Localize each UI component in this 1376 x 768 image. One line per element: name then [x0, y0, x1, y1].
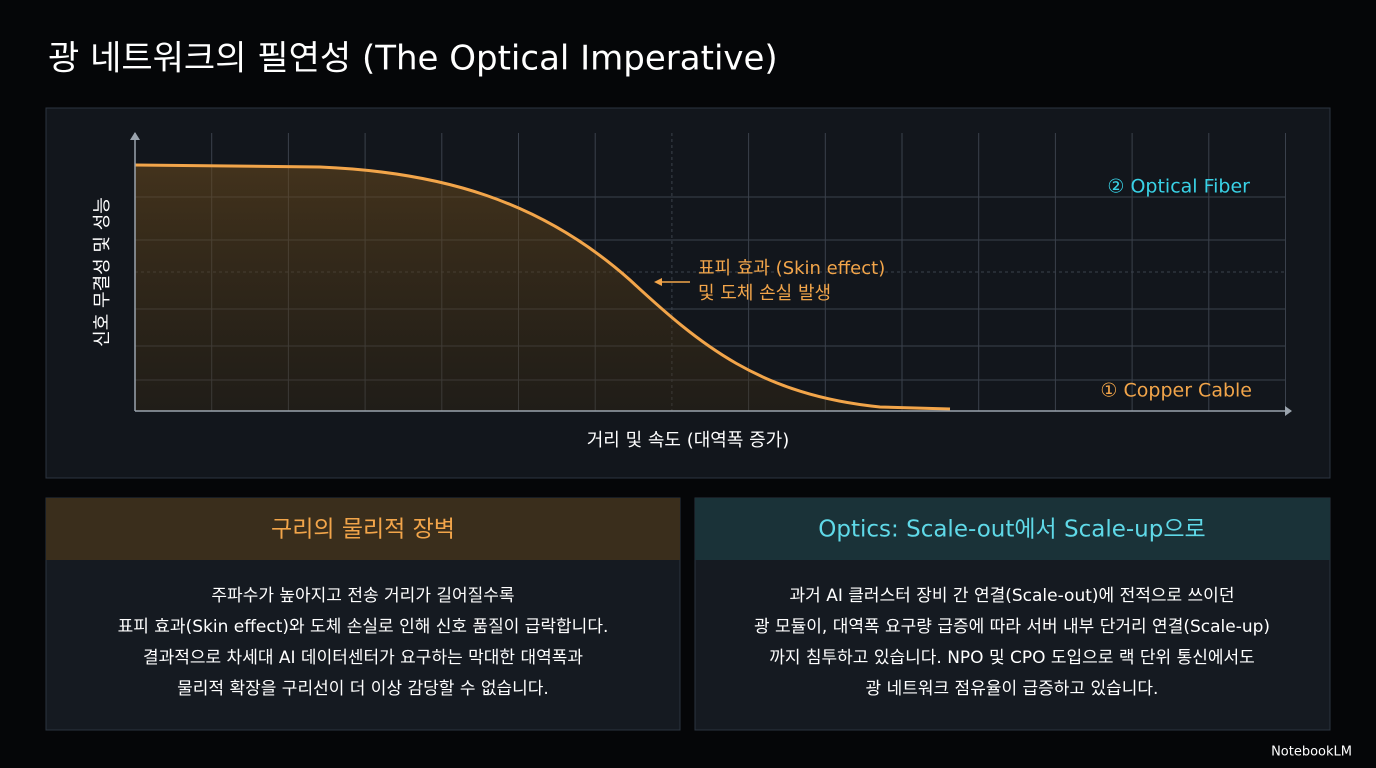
series-label: ① Copper Cable	[1100, 380, 1252, 402]
card-line: 광 네트워크 점유율이 급증하고 있습니다.	[866, 679, 1159, 699]
footer: NotebookLM	[1271, 745, 1352, 760]
card-line: 과거 AI 클러스터 장비 간 연결(Scale-out)에 전적으로 쓰이던	[790, 586, 1235, 606]
card-line: 결과적으로 차세대 AI 데이터센터가 요구하는 막대한 대역폭과	[143, 648, 583, 668]
annotation: 및 도체 손실 발생	[698, 283, 831, 304]
slide-title: 광 네트워크의 필연성 (The Optical Imperative)	[48, 39, 778, 79]
series-label: ② Optical Fiber	[1107, 176, 1250, 198]
card-header	[695, 498, 1330, 560]
annotation-arrowhead	[654, 278, 662, 286]
x-axis-label: 거리 및 속도 (대역폭 증가)	[587, 430, 790, 451]
card-title: 구리의 물리적 장벽	[271, 517, 455, 543]
card-line: 주파수가 높아지고 전송 거리가 길어질수록	[211, 586, 514, 606]
card-line: 표피 효과(Skin effect)와 도체 손실로 인해 신호 품질이 급락합…	[118, 617, 609, 637]
annotation: 표피 효과 (Skin effect)	[698, 258, 885, 279]
y-axis-label: 신호 무결성 및 성능	[92, 197, 113, 347]
card-line: 광 모듈이, 대역폭 요구량 급증에 따라 서버 내부 단거리 연결(Scale…	[754, 617, 1270, 637]
copper-area	[135, 165, 950, 411]
copper-curve	[134, 163, 951, 411]
card-line: 까지 침투하고 있습니다. NPO 및 CPO 도입으로 랙 단위 통신에서도	[769, 648, 1255, 668]
card-title: Optics: Scale-out에서 Scale-up으로	[818, 517, 1205, 543]
card-line: 물리적 확장을 구리선이 더 이상 감당할 수 없습니다.	[177, 679, 549, 699]
card-header	[46, 498, 680, 560]
